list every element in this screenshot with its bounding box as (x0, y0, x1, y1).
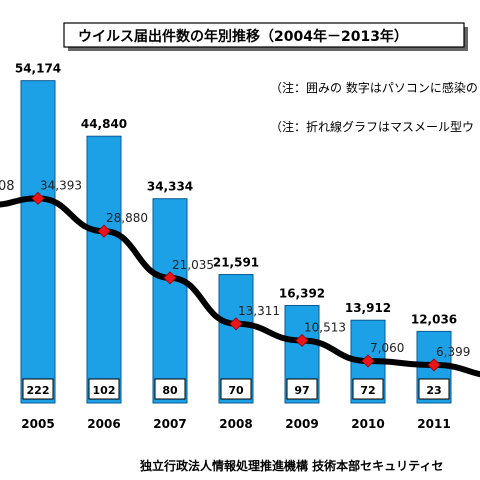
line-value-label: 7,060 (370, 341, 404, 355)
boxed-label-frame (88, 378, 120, 400)
line-marker (427, 358, 441, 372)
x-tick-label: 2011 (417, 417, 450, 431)
line-label-left-partial: 08 (0, 179, 15, 194)
line-value-label: 21,035 (172, 258, 214, 272)
bar-value-label: 44,840 (81, 117, 127, 131)
bar (86, 135, 122, 404)
line-value-label: 34,393 (40, 178, 82, 192)
line-marker (295, 333, 309, 348)
bar (20, 80, 56, 404)
boxed-label-frame (286, 378, 318, 400)
line-marker (163, 271, 177, 285)
boxed-label-frame (352, 378, 384, 400)
boxed-label: 23 (426, 384, 441, 397)
boxed-label: 222 (27, 384, 50, 397)
bar-value-label: 13,912 (345, 301, 391, 315)
x-tick-label: 2010 (351, 417, 384, 431)
boxed-label-frame (22, 378, 54, 400)
line-value-label: 28,880 (106, 211, 148, 225)
x-tick-label: 2005 (21, 417, 54, 431)
chart-title: ウイルス届出件数の年別推移（2004年－2013年） (78, 28, 408, 45)
line-marker (97, 224, 111, 238)
x-tick-label: 2009 (285, 417, 318, 431)
boxed-label-frame (154, 378, 186, 400)
note-boxed-numbers: （注：囲みの 数字はパソコンに感染の (270, 80, 478, 95)
bar-value-label: 12,036 (411, 312, 457, 326)
boxed-label-frame (418, 378, 450, 400)
boxed-label: 70 (228, 384, 244, 397)
bar-value-label: 34,334 (147, 180, 193, 194)
line-value-label: 13,311 (238, 304, 280, 318)
bar-value-label: 54,174 (15, 62, 61, 76)
boxed-label: 80 (162, 384, 178, 397)
x-tick-label: 2008 (219, 417, 252, 431)
title-box (63, 22, 465, 48)
x-tick-label: 2006 (87, 417, 120, 431)
boxed-label: 102 (93, 384, 116, 397)
boxed-label: 97 (294, 384, 309, 397)
note-line-chart: （注：折れ線グラフはマスメール型ウ (270, 119, 474, 134)
boxed-label: 72 (360, 384, 375, 397)
line-marker (229, 317, 243, 331)
credit-text: 独立行政法人情報処理推進機構 技術本部セキュリティセ (139, 458, 443, 473)
line-value-label: 10,513 (304, 320, 346, 334)
bar (152, 198, 188, 404)
line-marker (31, 191, 45, 205)
line-marker (361, 354, 375, 368)
boxed-label-frame (220, 378, 252, 400)
bar-value-label: 16,392 (279, 286, 325, 300)
bar-value-label: 21,591 (213, 256, 259, 270)
line-value-label: 6,399 (436, 345, 470, 359)
x-tick-label: 2007 (153, 417, 186, 431)
